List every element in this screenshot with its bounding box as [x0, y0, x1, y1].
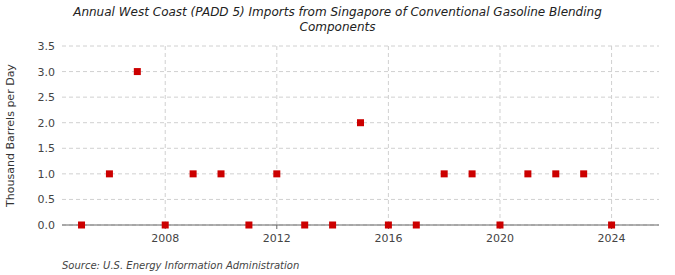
point: [524, 170, 531, 177]
x-grid-line: [611, 46, 612, 225]
point: [413, 222, 420, 229]
x-tick-label: 2024: [598, 232, 626, 245]
chart-svg: Annual West Coast (PADD 5) Imports from …: [0, 0, 675, 275]
x-grid-line: [165, 46, 166, 225]
point: [608, 222, 615, 229]
point: [162, 222, 169, 229]
title: Annual West Coast (PADD 5) Imports from …: [72, 5, 602, 34]
y-grid-line: [62, 71, 659, 72]
title-line: Components: [300, 20, 376, 34]
x-tick-label: 2008: [151, 232, 179, 245]
marks: [78, 68, 615, 228]
y-tick-label: 0.0: [38, 219, 56, 232]
x-tick-label: 2020: [486, 232, 514, 245]
title-line: Annual West Coast (PADD 5) Imports from …: [72, 5, 602, 19]
point: [329, 222, 336, 229]
y-tick-label: 2.0: [38, 117, 56, 130]
point: [357, 119, 364, 126]
y-axis-label: Thousand Barrels per Day: [4, 64, 17, 208]
x-grid-line: [499, 46, 500, 225]
point: [301, 222, 308, 229]
y-tick-label: 3.0: [38, 66, 56, 79]
axes: 0.0 0.5 1.0 1.5 2.0 2.5 3.0 3.5 2008 2012 2016 2020…: [38, 40, 660, 245]
point: [218, 170, 225, 177]
y-grid-line: [62, 46, 659, 47]
x-tick: [276, 225, 277, 229]
point: [273, 170, 280, 177]
point: [385, 222, 392, 229]
point: [190, 170, 197, 177]
y-tick-label: 1.0: [38, 168, 56, 181]
y-tick-label: 2.5: [38, 91, 56, 104]
point: [245, 222, 252, 229]
x-grid-line: [276, 46, 277, 225]
x-tick-label: 2012: [263, 232, 291, 245]
y-tick-label: 0.5: [38, 193, 56, 206]
x-tick-label: 2016: [374, 232, 402, 245]
x-grid-line: [388, 46, 389, 225]
chart-container: Annual West Coast (PADD 5) Imports from …: [0, 0, 675, 275]
x-axis-line: [62, 225, 659, 226]
point: [580, 170, 587, 177]
y-grid-line: [62, 225, 659, 226]
point: [469, 170, 476, 177]
y-grid-line: [62, 199, 659, 200]
point: [441, 170, 448, 177]
grid: [62, 46, 659, 225]
y-tick-label: 1.5: [38, 142, 56, 155]
point: [496, 222, 503, 229]
y-grid-line: [62, 148, 659, 149]
y-tick-label: 3.5: [38, 40, 56, 53]
source-note: Source: U.S. Energy Information Administ…: [62, 260, 299, 271]
y-grid-line: [62, 97, 659, 98]
point: [134, 68, 141, 75]
point: [552, 170, 559, 177]
point: [106, 170, 113, 177]
y-grid-line: [62, 173, 659, 174]
point: [78, 222, 85, 229]
